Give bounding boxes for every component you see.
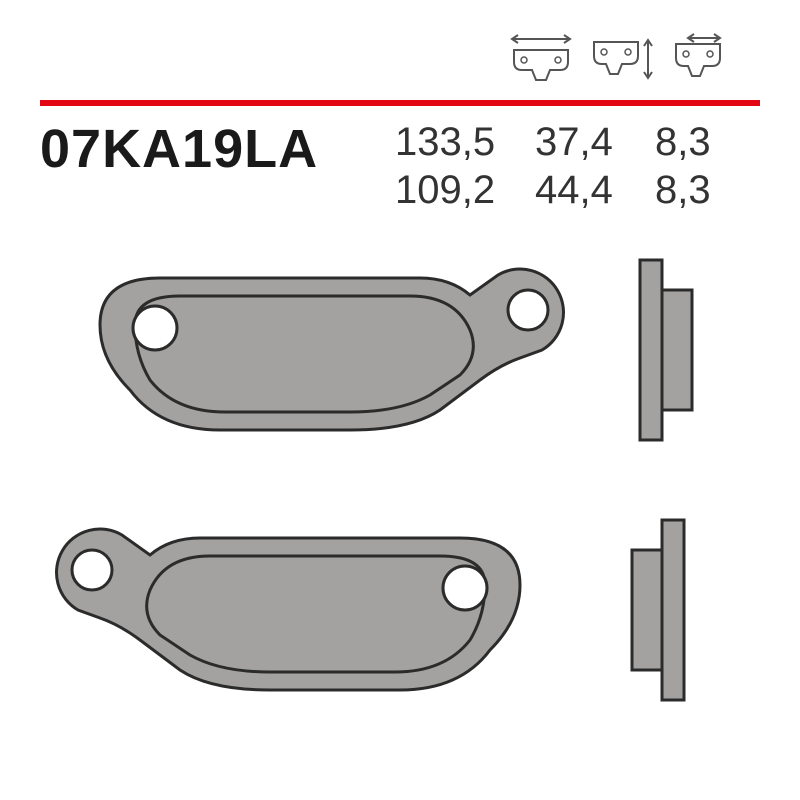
length-icon bbox=[506, 30, 576, 85]
brake-pad-bottom-side bbox=[620, 510, 710, 710]
brake-pad-top-front bbox=[50, 240, 570, 460]
dim-height: 44,4 bbox=[535, 166, 655, 214]
dim-length: 133,5 bbox=[395, 118, 535, 166]
part-number: 07KA19LA bbox=[40, 118, 318, 180]
dim-thickness: 8,3 bbox=[655, 166, 745, 214]
dim-height: 37,4 bbox=[535, 118, 655, 166]
divider bbox=[40, 100, 760, 106]
table-row: 133,5 37,4 8,3 bbox=[395, 118, 745, 166]
dim-thickness: 8,3 bbox=[655, 118, 745, 166]
height-icon bbox=[588, 30, 658, 85]
pad-drawings bbox=[50, 240, 750, 760]
brake-pad-top-side bbox=[620, 250, 710, 450]
dimension-icons bbox=[506, 30, 740, 85]
dimensions-table: 133,5 37,4 8,3 109,2 44,4 8,3 bbox=[395, 118, 745, 214]
brake-pad-bottom-front bbox=[50, 500, 570, 720]
table-row: 109,2 44,4 8,3 bbox=[395, 166, 745, 214]
thickness-icon bbox=[670, 30, 740, 85]
dim-length: 109,2 bbox=[395, 166, 535, 214]
